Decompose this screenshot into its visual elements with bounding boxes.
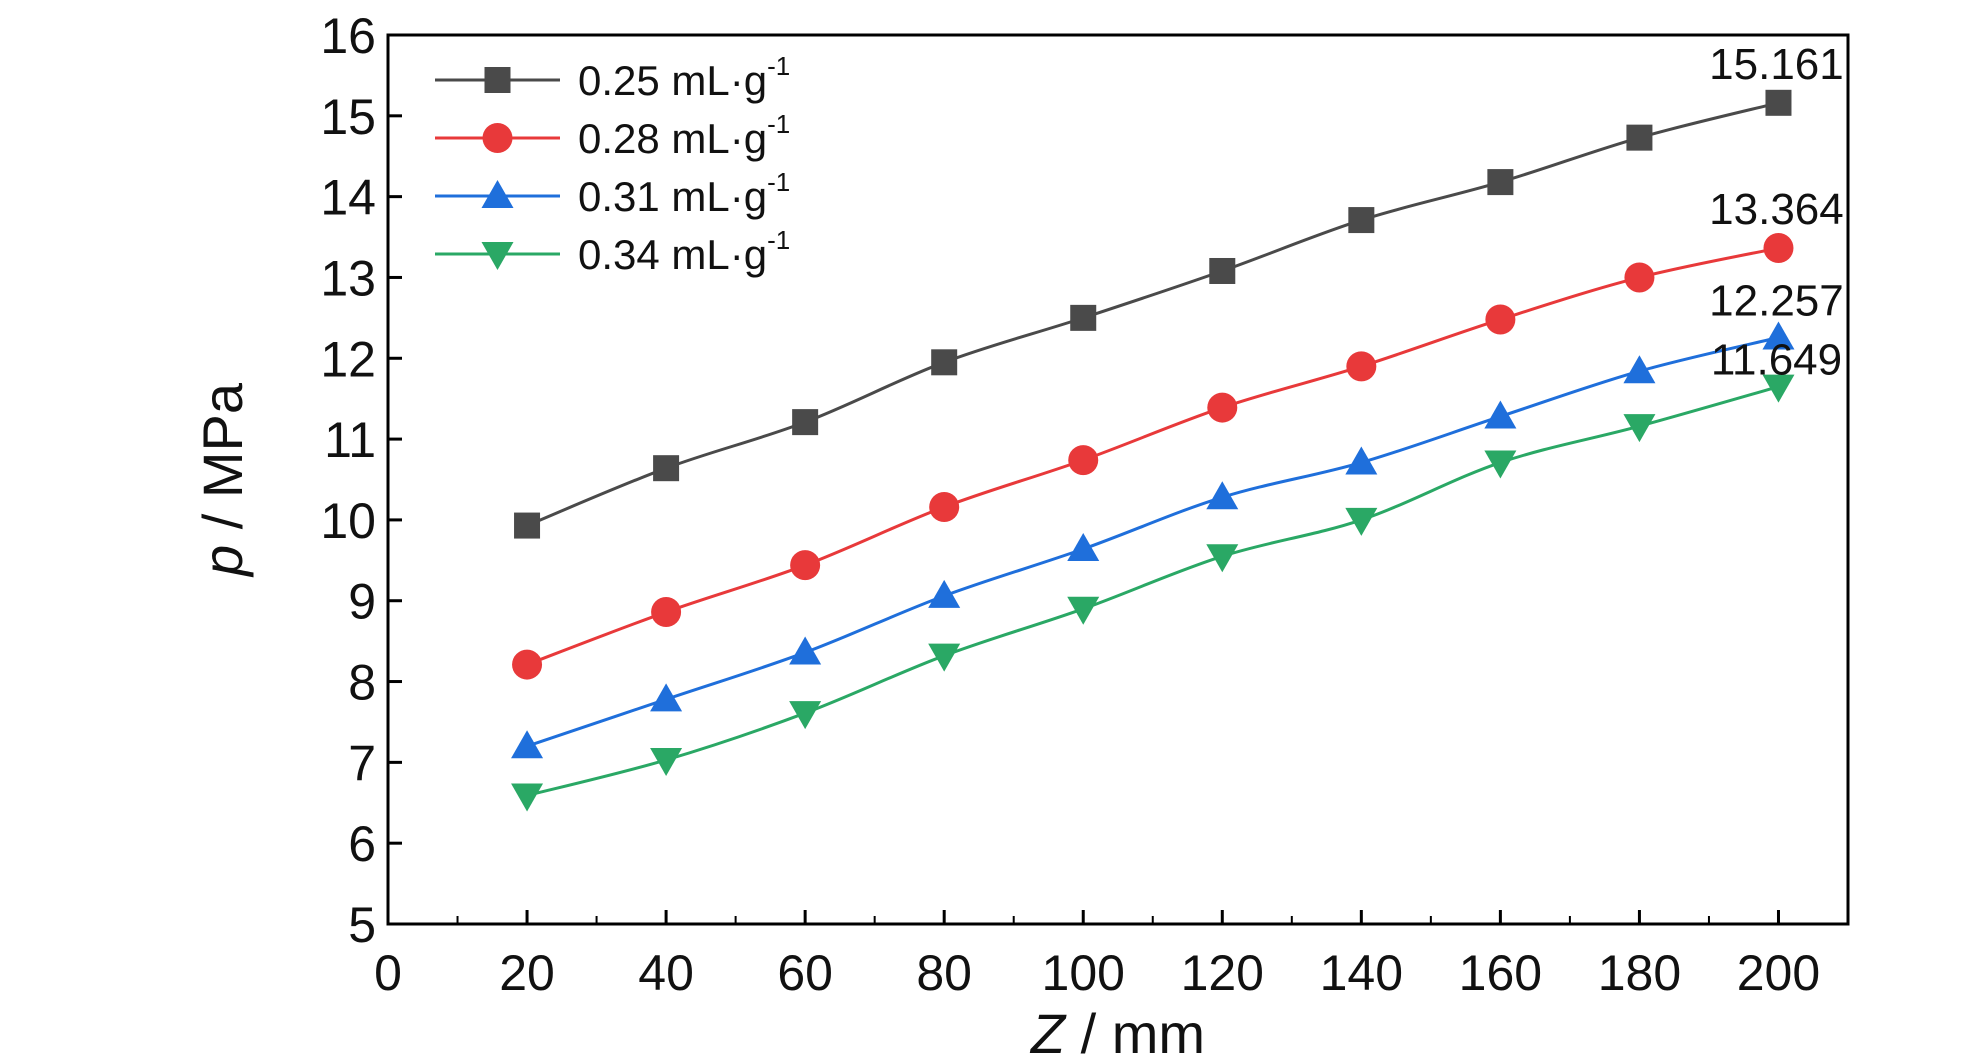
end-value-label: 12.257: [1709, 277, 1844, 326]
data-point: [1485, 304, 1516, 335]
data-point: [928, 579, 961, 608]
data-point: [789, 701, 822, 730]
data-point: [1624, 262, 1655, 293]
y-tick-label: 12: [320, 331, 376, 387]
data-point: [1346, 351, 1377, 382]
series-1: [514, 89, 1792, 539]
data-point: [1345, 446, 1378, 475]
end-value-label: 13.364: [1709, 185, 1844, 234]
data-point: [1623, 414, 1656, 443]
data-point: [1484, 400, 1517, 429]
x-axis-title: Z / mm: [1029, 1002, 1205, 1063]
y-tick-label: 9: [348, 574, 376, 630]
y-axis-title: p / MPa: [191, 382, 254, 578]
data-point: [512, 649, 543, 680]
x-tick-label: 160: [1459, 945, 1542, 1001]
end-value-label: 11.649: [1711, 336, 1842, 385]
end-value-label: 15.161: [1709, 40, 1844, 89]
data-point: [1484, 450, 1517, 479]
y-tick-label: 11: [324, 412, 376, 468]
data-point: [928, 643, 961, 672]
legend-marker: [482, 123, 513, 153]
legend-marker: [484, 67, 511, 93]
data-point: [1070, 304, 1097, 331]
data-point: [651, 597, 682, 628]
legend-marker: [481, 242, 514, 270]
y-axis-symbol: p: [191, 545, 254, 578]
data-point: [650, 683, 683, 712]
y-tick-label: 14: [320, 170, 376, 226]
data-point: [1487, 169, 1514, 196]
series-line: [526, 385, 1779, 797]
x-tick-label: 100: [1042, 945, 1125, 1001]
series-3: [511, 321, 1795, 759]
legend-marker: [481, 180, 514, 208]
data-point: [1206, 481, 1239, 510]
y-axis-unit: / MPa: [191, 382, 254, 545]
data-point: [931, 349, 958, 376]
x-tick-label: 80: [916, 945, 972, 1001]
y-tick-label: 15: [320, 89, 376, 145]
data-point: [1762, 321, 1795, 350]
data-point: [1068, 445, 1099, 476]
series-2: [512, 233, 1794, 680]
data-point: [1348, 207, 1375, 234]
data-point: [1209, 257, 1236, 284]
data-point: [1626, 124, 1653, 151]
y-tick-label: 8: [348, 655, 376, 711]
legend: 0.25 mL·g-10.28 mL·g-10.31 mL·g-10.34 mL…: [435, 51, 790, 278]
data-point: [789, 636, 822, 665]
y-tick-label: 16: [320, 8, 376, 64]
data-point: [1765, 89, 1792, 116]
data-point: [653, 455, 680, 482]
legend-item: 0.25 mL·g-1: [435, 51, 790, 104]
x-tick-label: 20: [499, 945, 555, 1001]
legend-label: 0.34 mL·g-1: [578, 225, 790, 278]
data-point: [511, 730, 544, 759]
series-line: [526, 101, 1779, 527]
data-point: [790, 550, 821, 581]
legend-label: 0.31 mL·g-1: [578, 167, 790, 220]
data-point: [929, 491, 960, 522]
data-point: [1762, 374, 1795, 403]
series-line: [526, 336, 1779, 748]
y-tick-label: 7: [348, 735, 376, 791]
y-tick-label: 10: [320, 493, 376, 549]
data-point: [1623, 355, 1656, 384]
data-point: [514, 512, 541, 539]
series-layer: [511, 89, 1795, 812]
x-axis-symbol: Z: [1029, 1002, 1067, 1063]
data-point: [1067, 533, 1100, 562]
y-tick-label: 13: [320, 250, 376, 306]
axis-ticks: 0 20 40 60 80 100 120 140 160 180 200 5 6 7 8 9 10 11 12 13…: [320, 8, 1820, 1001]
series-4: [511, 374, 1795, 812]
x-tick-label: 180: [1598, 945, 1681, 1001]
data-point: [511, 783, 544, 812]
data-point: [1207, 392, 1238, 423]
y-tick-label: 5: [348, 897, 376, 953]
legend-label: 0.28 mL·g-1: [578, 109, 790, 162]
data-point: [1345, 507, 1378, 536]
legend-item: 0.31 mL·g-1: [435, 167, 790, 220]
data-labels: 15.161 13.364 12.257 11.649: [1709, 40, 1844, 385]
plot-frame: [386, 33, 1850, 926]
x-tick-label: 140: [1320, 945, 1403, 1001]
data-point: [1206, 544, 1239, 573]
legend-item: 0.28 mL·g-1: [435, 109, 790, 162]
data-point: [650, 747, 683, 776]
data-point: [1067, 596, 1100, 625]
data-point: [1763, 233, 1794, 264]
x-tick-label: 60: [777, 945, 833, 1001]
legend-label: 0.25 mL·g-1: [578, 51, 790, 104]
legend-item: 0.34 mL·g-1: [435, 225, 790, 278]
x-tick-label: 0: [374, 945, 402, 1001]
data-point: [792, 409, 819, 436]
x-axis-unit: / mm: [1065, 1002, 1205, 1063]
x-tick-label: 120: [1181, 945, 1264, 1001]
x-tick-label: 200: [1737, 945, 1820, 1001]
x-tick-label: 40: [638, 945, 694, 1001]
series-line: [526, 246, 1779, 666]
y-tick-label: 6: [348, 816, 376, 872]
